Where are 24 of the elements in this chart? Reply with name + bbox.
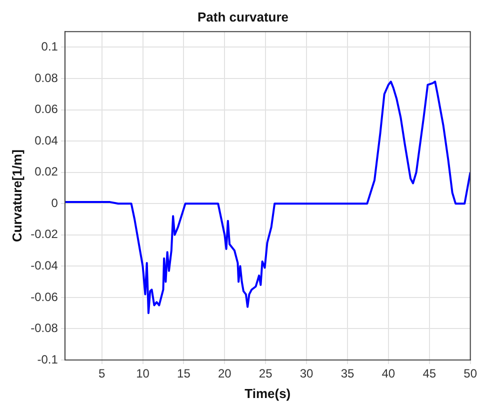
y-tick-label: -0.04 [30, 258, 58, 272]
y-axis-title: Curvature[1/m] [9, 150, 24, 242]
x-tick-label: 35 [340, 366, 354, 381]
y-tick-label: -0.1 [37, 352, 58, 366]
x-tick-label: 30 [300, 366, 314, 381]
x-tick-label: 15 [177, 366, 191, 381]
x-tick-label: 45 [422, 366, 436, 381]
x-tick-label: 50 [464, 366, 478, 381]
x-tick-label: 40 [382, 366, 396, 381]
y-tick-label: 0.04 [34, 133, 58, 148]
chart-title: Path curvature [197, 9, 289, 24]
x-tick-label: 10 [136, 366, 150, 381]
y-tick-label: -0.08 [30, 321, 58, 336]
x-axis-title: Time(s) [244, 386, 291, 401]
y-tick-label: 0.1 [41, 40, 58, 54]
y-tick-label: 0.06 [34, 102, 58, 116]
y-tick-label: 0 [51, 196, 58, 210]
x-tick-label: 25 [258, 366, 273, 381]
x-tick-label: 5 [98, 366, 106, 381]
x-tick-label: 20 [218, 366, 232, 381]
y-tick-label: 0.02 [34, 164, 58, 179]
y-tick-label: 0.08 [34, 70, 58, 85]
y-tick-label: -0.06 [30, 290, 58, 304]
y-tick-label: -0.02 [30, 227, 58, 242]
